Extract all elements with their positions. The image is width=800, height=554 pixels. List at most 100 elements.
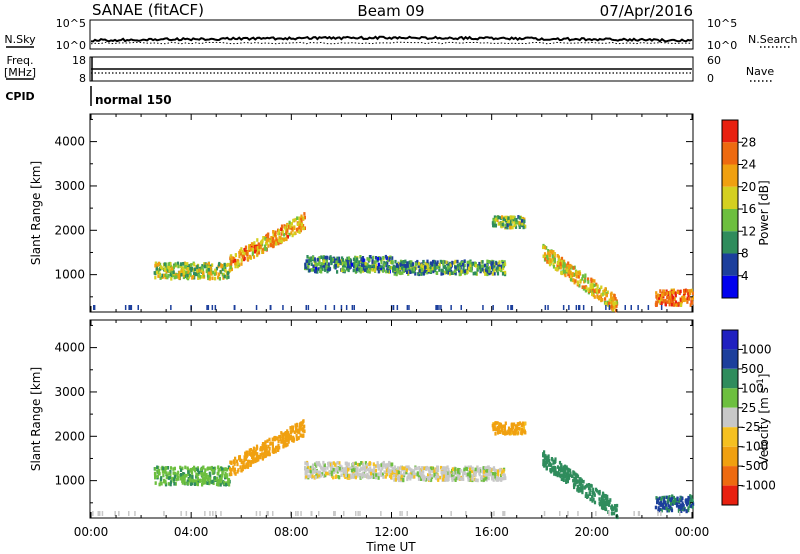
echo-cell (283, 224, 286, 228)
echo-cell (414, 272, 417, 276)
echo-cell (585, 492, 588, 496)
echo-cell (589, 497, 592, 502)
echo-cell (170, 305, 172, 310)
echo-cell (668, 495, 671, 499)
echo-cell (248, 448, 251, 453)
echo-cell (254, 451, 257, 455)
echo-cell (278, 229, 281, 233)
echo-cell (226, 481, 229, 485)
echo-cell (439, 475, 442, 480)
echo-cell (601, 491, 605, 496)
velocity-frame (89, 319, 694, 519)
nsearch-label: N.Search (748, 33, 798, 46)
echo-cell (395, 272, 398, 277)
echo-cell (353, 264, 356, 269)
echo-cell (411, 262, 414, 266)
echo-cell (220, 264, 223, 269)
echo-cell (562, 305, 565, 310)
echo-cell (503, 511, 505, 516)
echo-cell (218, 467, 221, 472)
echo-cell (284, 434, 287, 439)
echo-cell (232, 465, 235, 470)
echo-cell (172, 471, 175, 475)
echo-cell (194, 468, 197, 473)
echo-cell (209, 476, 212, 481)
echo-cell (354, 475, 357, 480)
echo-cell (600, 505, 604, 510)
echo-cell (251, 249, 255, 254)
echo-cell (278, 236, 282, 240)
echo-cell (254, 249, 257, 254)
echo-cell (488, 471, 491, 475)
echo-cell (362, 258, 365, 262)
echo-cell (333, 305, 336, 310)
echo-cell (240, 247, 243, 251)
echo-cell (595, 511, 597, 516)
echo-cell (305, 471, 308, 476)
colorbar-tick-label: 500 (741, 362, 764, 376)
echo-cell (509, 215, 512, 219)
echo-cell (615, 304, 618, 308)
echo-cell (187, 472, 190, 476)
echo-cell (323, 268, 327, 272)
echo-cell (254, 458, 257, 463)
echo-cell (560, 463, 563, 467)
echo-cell (471, 466, 474, 471)
echo-cell (685, 500, 688, 505)
echo-cell (599, 295, 602, 299)
echo-cell (216, 471, 219, 476)
echo-cell (208, 481, 211, 486)
echo-cell (612, 306, 615, 310)
echo-cell (327, 463, 330, 467)
echo-cell (163, 262, 166, 266)
echo-cell (226, 467, 229, 472)
echo-cell (407, 465, 410, 469)
echo-cell (234, 253, 237, 258)
echo-cell (567, 467, 570, 472)
echo-cell (272, 511, 274, 516)
echo-cell (683, 288, 686, 293)
echo-cell (545, 461, 548, 465)
echo-cell (606, 494, 609, 499)
echo-cell (159, 276, 162, 280)
echo-cell (208, 466, 211, 471)
echo-cell (327, 267, 330, 272)
echo-cell (435, 469, 438, 473)
echo-cell (426, 259, 429, 264)
echo-cell (556, 267, 559, 272)
echo-cell (501, 222, 504, 227)
echo-cell (377, 476, 380, 480)
echo-cell (463, 263, 466, 268)
echo-cell (241, 255, 244, 259)
echo-cell (357, 263, 360, 267)
echo-cell (164, 482, 168, 487)
echo-cell (669, 291, 672, 296)
echo-cell (209, 479, 212, 484)
echo-cell (315, 262, 318, 267)
echo-cell (187, 267, 190, 271)
echo-cell (271, 441, 274, 446)
echo-cell (500, 268, 503, 273)
echo-cell (596, 284, 599, 288)
echo-cell (239, 465, 242, 469)
echo-cell (286, 224, 289, 228)
echo-cell (515, 425, 518, 429)
echo-cell (311, 511, 313, 516)
echo-cell (401, 511, 403, 516)
echo-cell (170, 277, 173, 281)
echo-cell (390, 265, 393, 270)
echo-cell (157, 270, 160, 275)
echo-cell (601, 500, 604, 504)
echo-cell (285, 231, 288, 236)
echo-cell (420, 263, 423, 268)
echo-cell (334, 263, 337, 268)
echo-cell (180, 511, 182, 516)
echo-cell (282, 432, 285, 437)
echo-cell (587, 277, 590, 281)
echo-cell (592, 487, 595, 492)
echo-cell (243, 248, 246, 252)
echo-cell (436, 305, 438, 310)
echo-cell (670, 497, 674, 501)
echo-cell (185, 264, 189, 269)
